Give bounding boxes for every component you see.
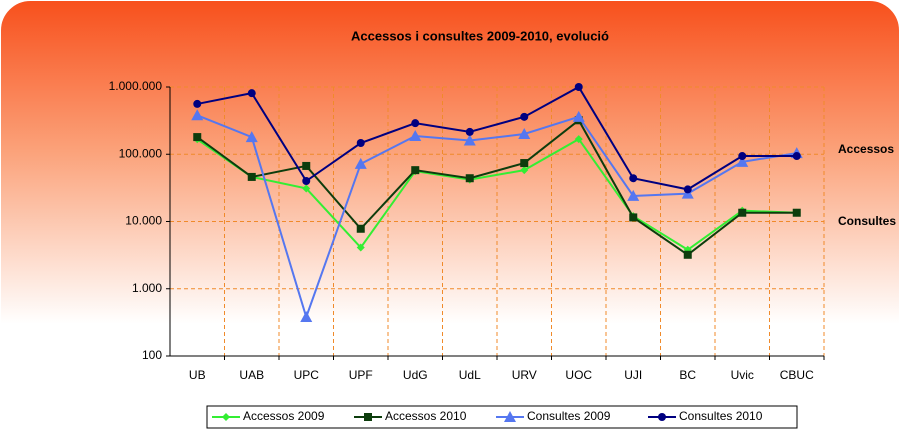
legend-label: Consultes 2010 bbox=[679, 409, 763, 423]
marker bbox=[300, 311, 313, 323]
x-tick-label: URV bbox=[512, 368, 537, 382]
series-line bbox=[196, 114, 797, 321]
chart-title: Accessos i consultes 2009-2010, evolució bbox=[351, 28, 609, 43]
legend-label: Consultes 2009 bbox=[527, 409, 611, 423]
y-tick-label: 100.000 bbox=[119, 146, 163, 160]
x-tick-label: UAB bbox=[239, 368, 264, 382]
marker bbox=[411, 119, 420, 128]
marker bbox=[302, 177, 311, 186]
y-tick-label: 1.000.000 bbox=[109, 79, 163, 93]
legend-label: Accessos 2009 bbox=[243, 409, 325, 423]
marker bbox=[518, 128, 531, 140]
marker bbox=[683, 185, 692, 194]
marker bbox=[520, 112, 529, 121]
marker bbox=[629, 174, 638, 183]
marker bbox=[356, 138, 365, 147]
marker bbox=[302, 161, 311, 170]
y-tick-label: 10.000 bbox=[125, 214, 162, 228]
annotation: Consultes bbox=[838, 214, 896, 228]
marker bbox=[574, 135, 583, 144]
marker bbox=[792, 152, 801, 161]
x-tick-label: Uvic bbox=[731, 368, 754, 382]
x-tick-label: UPF bbox=[349, 368, 373, 382]
marker bbox=[792, 208, 801, 217]
marker bbox=[463, 134, 476, 146]
x-tick-label: UdL bbox=[459, 368, 481, 382]
marker bbox=[354, 157, 367, 169]
marker bbox=[572, 110, 585, 122]
marker bbox=[356, 243, 365, 252]
marker bbox=[629, 213, 638, 222]
marker bbox=[520, 159, 529, 168]
marker bbox=[191, 109, 204, 121]
marker bbox=[574, 83, 583, 91]
y-tick-label: 100 bbox=[142, 348, 162, 362]
marker bbox=[520, 166, 529, 175]
marker bbox=[247, 89, 256, 98]
x-tick-label: UdG bbox=[403, 368, 428, 382]
legend-label: Accessos 2010 bbox=[385, 409, 467, 423]
marker bbox=[245, 131, 258, 143]
marker bbox=[302, 184, 311, 193]
legend: Accessos 2009 Accessos 2010 Consultes 2009… bbox=[206, 405, 798, 429]
marker bbox=[356, 224, 365, 233]
x-tick-label: UOC bbox=[565, 368, 592, 382]
marker bbox=[411, 166, 420, 175]
series-line bbox=[196, 137, 797, 251]
marker bbox=[465, 174, 474, 183]
marker bbox=[247, 172, 256, 181]
marker bbox=[409, 129, 422, 141]
marker bbox=[738, 208, 747, 217]
marker bbox=[683, 250, 692, 259]
y-tick-label: 1.000 bbox=[132, 281, 162, 295]
marker bbox=[658, 413, 666, 421]
marker bbox=[364, 413, 372, 421]
marker bbox=[222, 413, 230, 421]
marker bbox=[193, 99, 202, 108]
annotation: Accessos bbox=[838, 142, 894, 156]
x-tick-label: CBUC bbox=[780, 368, 814, 382]
x-tick-label: BC bbox=[679, 368, 696, 382]
marker bbox=[504, 411, 516, 422]
marker bbox=[627, 189, 640, 201]
marker bbox=[465, 127, 474, 136]
marker bbox=[738, 152, 747, 161]
x-tick-label: UJI bbox=[624, 368, 642, 382]
x-tick-label: UPC bbox=[294, 368, 320, 382]
marker bbox=[193, 133, 202, 142]
marker bbox=[736, 155, 749, 167]
x-tick-label: UB bbox=[189, 368, 206, 382]
series-line bbox=[197, 85, 797, 191]
